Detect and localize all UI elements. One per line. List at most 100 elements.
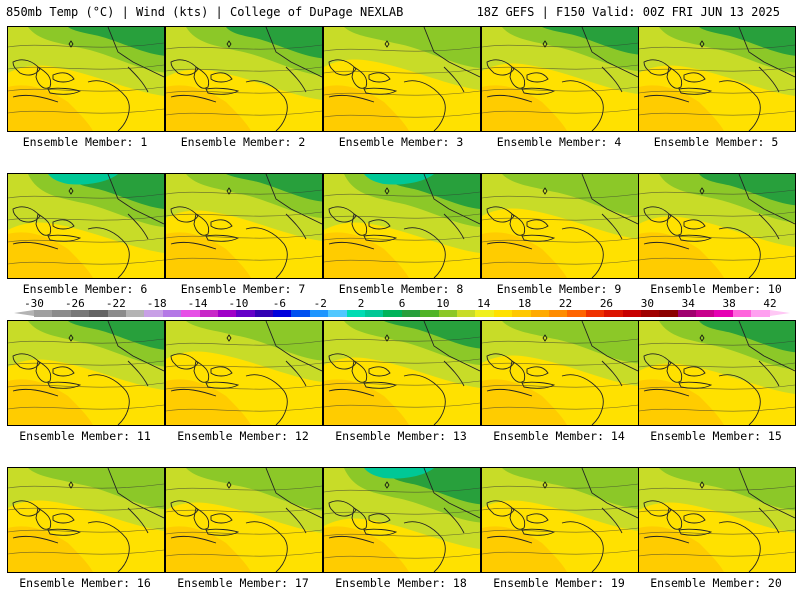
colorbar-tick-label: 34 (681, 297, 695, 310)
colorbar-tick-label: 10 (436, 297, 450, 310)
ensemble-member-map (323, 173, 481, 279)
ensemble-member-map (165, 320, 323, 426)
colorbar-swatch (493, 310, 513, 317)
ensemble-member-label: Ensemble Member: 12 (177, 429, 309, 443)
colorbar-swatch (696, 310, 715, 317)
colorbar-swatch (309, 310, 329, 317)
colorbar-swatch (456, 310, 476, 317)
colorbar-swatch (622, 310, 641, 317)
colorbar-tick-label: 18 (518, 297, 532, 310)
colorbar-swatch (548, 310, 568, 317)
colorbar-swatch (732, 310, 752, 317)
colorbar-swatch (181, 310, 200, 317)
ensemble-member-label: Ensemble Member: 18 (335, 576, 467, 590)
ensemble-member-label: Ensemble Member: 20 (650, 576, 782, 590)
colorbar-tick-label: 22 (558, 297, 573, 310)
colorbar-tick-label: 6 (398, 297, 406, 310)
ensemble-member-map (638, 173, 796, 279)
colorbar-swatch (420, 310, 439, 317)
colorbar-tick-label: -6 (272, 297, 286, 310)
colorbar-swatch (383, 310, 402, 317)
ensemble-member-map (481, 173, 639, 279)
colorbar-swatch (365, 310, 384, 317)
colorbar-swatch (217, 310, 237, 317)
colorbar-swatch (475, 310, 494, 317)
colorbar-swatch (254, 310, 274, 317)
colorbar-swatch (677, 310, 697, 317)
ensemble-member-label: Ensemble Member: 9 (496, 282, 622, 296)
ensemble-member-map (165, 26, 323, 132)
colorbar-tick-labels: -30 -26 -22 -18 -14 -10 -6 -2 2 6 10 14 18 22 26 30 34 38… (0, 297, 800, 310)
colorbar-tick-label: -30 (24, 297, 44, 310)
colorbar-swatch (236, 310, 255, 317)
colorbar-swatch (199, 310, 218, 317)
colorbar-swatch (162, 310, 182, 317)
ensemble-member-label: Ensemble Member: 15 (650, 429, 782, 443)
ensemble-member-map (638, 26, 796, 132)
ensemble-member-map (323, 467, 481, 573)
colorbar-tick-label: -26 (64, 297, 85, 310)
colorbar-swatch (328, 310, 347, 317)
colorbar-swatch (273, 310, 292, 317)
ensemble-member-label: Ensemble Member: 8 (338, 282, 464, 296)
colorbar-swatch (530, 310, 549, 317)
colorbar-swatch (585, 310, 605, 317)
ensemble-member-map (7, 320, 165, 426)
colorbar-tick-label: 38 (722, 297, 736, 310)
ensemble-member-label: Ensemble Member: 7 (180, 282, 306, 296)
colorbar-tick-label: 42 (763, 297, 777, 310)
ensemble-member-map (7, 173, 165, 279)
colorbar-tick-label: -14 (187, 297, 208, 310)
colorbar-tick-label: 30 (640, 297, 654, 310)
colorbar-tick-label: 2 (357, 297, 365, 310)
ensemble-member-map (7, 467, 165, 573)
colorbar-min-arrow (14, 310, 34, 316)
colorbar-swatch (438, 310, 457, 317)
colorbar-swatch (714, 310, 733, 317)
colorbar-swatch (34, 310, 53, 317)
colorbar-swatch (89, 310, 108, 317)
ensemble-member-label: Ensemble Member: 4 (496, 135, 622, 149)
ensemble-member-map (7, 26, 165, 132)
colorbar-tick-label: 14 (477, 297, 491, 310)
colorbar-swatch (291, 310, 310, 317)
colorbar-swatch (751, 310, 770, 317)
colorbar-swatch (107, 310, 126, 317)
colorbar-tick-label: 26 (599, 297, 614, 310)
ensemble-member-label: Ensemble Member: 2 (180, 135, 306, 149)
colorbar-swatch (640, 310, 660, 317)
ensemble-member-map (638, 467, 796, 573)
ensemble-member-map (481, 467, 639, 573)
ensemble-member-map (165, 467, 323, 573)
colorbar-tick-label: -2 (313, 297, 327, 310)
ensemble-member-map (323, 26, 481, 132)
colorbar-swatch (567, 310, 586, 317)
ensemble-member-label: Ensemble Member: 17 (177, 576, 309, 590)
figure-title: 850mb Temp (°C) | Wind (kts) | College o… (6, 5, 404, 19)
ensemble-member-label: Ensemble Member: 11 (19, 429, 151, 443)
colorbar-swatch (512, 310, 531, 317)
ensemble-member-map (323, 320, 481, 426)
colorbar (34, 310, 770, 317)
colorbar-swatch (125, 310, 145, 317)
colorbar-max-arrow (770, 310, 790, 316)
colorbar-swatch (52, 310, 71, 317)
ensemble-member-label: Ensemble Member: 13 (335, 429, 467, 443)
ensemble-member-label: Ensemble Member: 16 (19, 576, 151, 590)
ensemble-member-map (165, 173, 323, 279)
ensemble-member-label: Ensemble Member: 19 (493, 576, 625, 590)
colorbar-swatch (604, 310, 623, 317)
colorbar-tick-label: -10 (228, 297, 249, 310)
colorbar-swatch (144, 310, 163, 317)
ensemble-member-label: Ensemble Member: 10 (650, 282, 782, 296)
ensemble-member-label: Ensemble Member: 5 (653, 135, 779, 149)
ensemble-member-label: Ensemble Member: 6 (22, 282, 148, 296)
colorbar-swatch (70, 310, 90, 317)
run-valid-time: 18Z GEFS | F150 Valid: 00Z FRI JUN 13 20… (476, 5, 780, 19)
ensemble-member-map (638, 320, 796, 426)
colorbar-tick-label: -22 (105, 297, 126, 310)
ensemble-member-map (481, 26, 639, 132)
ensemble-member-label: Ensemble Member: 14 (493, 429, 625, 443)
colorbar-swatch (346, 310, 366, 317)
